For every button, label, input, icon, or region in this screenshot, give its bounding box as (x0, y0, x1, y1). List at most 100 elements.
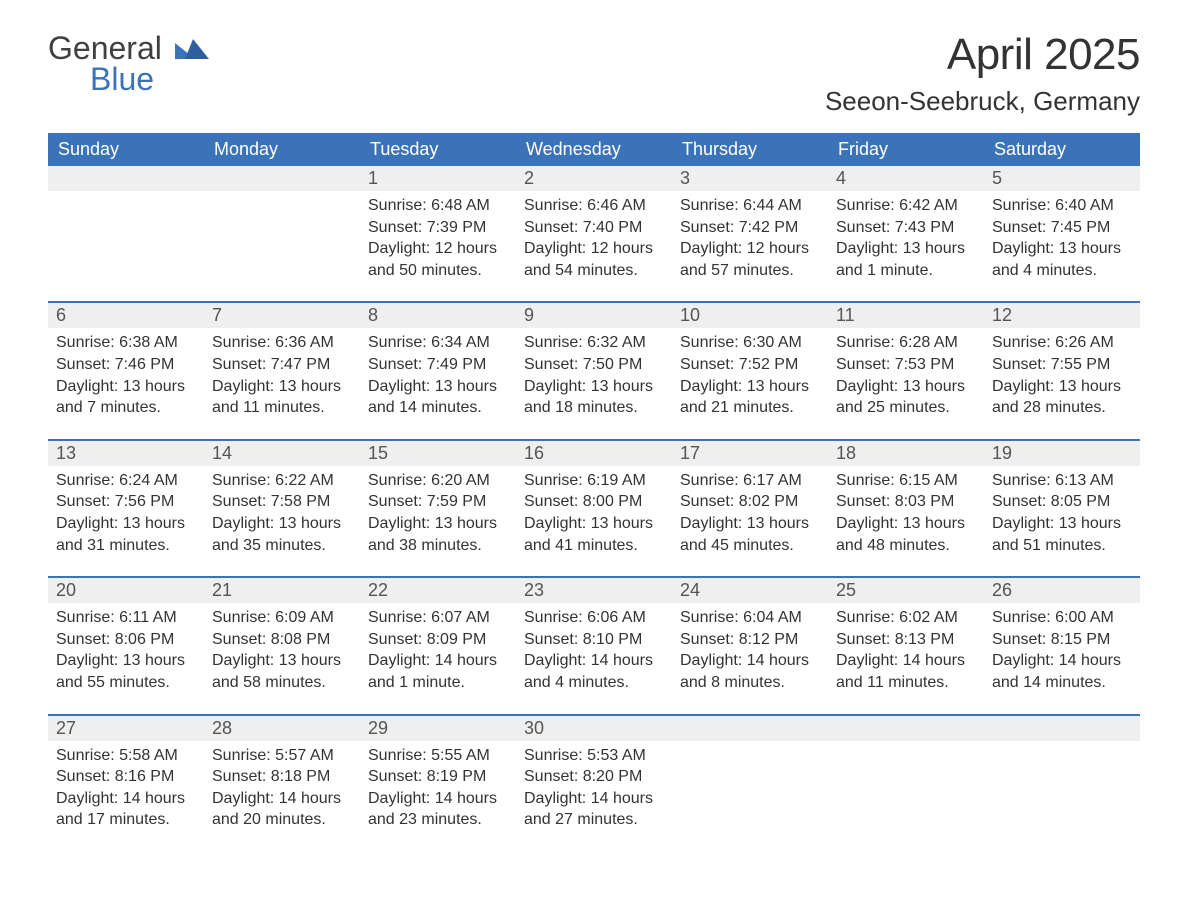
day-sun-info: Sunrise: 6:22 AMSunset: 7:58 PMDaylight:… (204, 466, 360, 562)
daylight-text: Daylight: 14 hours and 17 minutes. (56, 788, 196, 831)
sunset-text: Sunset: 8:02 PM (680, 491, 820, 513)
sunrise-text: Sunrise: 6:22 AM (212, 470, 352, 492)
daylight-text: Daylight: 14 hours and 8 minutes. (680, 650, 820, 693)
calendar-cell: 7Sunrise: 6:36 AMSunset: 7:47 PMDaylight… (204, 303, 360, 424)
day-sun-info: Sunrise: 6:48 AMSunset: 7:39 PMDaylight:… (360, 191, 516, 287)
day-sun-info: Sunrise: 6:24 AMSunset: 7:56 PMDaylight:… (48, 466, 204, 562)
daylight-text: Daylight: 12 hours and 54 minutes. (524, 238, 664, 281)
column-header: Sunday (48, 133, 204, 166)
calendar: Sunday Monday Tuesday Wednesday Thursday… (48, 133, 1140, 837)
day-sun-info: Sunrise: 6:07 AMSunset: 8:09 PMDaylight:… (360, 603, 516, 699)
calendar-cell: 24Sunrise: 6:04 AMSunset: 8:12 PMDayligh… (672, 578, 828, 699)
sunrise-text: Sunrise: 5:53 AM (524, 745, 664, 767)
calendar-cell: 20Sunrise: 6:11 AMSunset: 8:06 PMDayligh… (48, 578, 204, 699)
daylight-text: Daylight: 13 hours and 58 minutes. (212, 650, 352, 693)
sunrise-text: Sunrise: 5:58 AM (56, 745, 196, 767)
sunset-text: Sunset: 8:12 PM (680, 629, 820, 651)
sunrise-text: Sunrise: 6:38 AM (56, 332, 196, 354)
daylight-text: Daylight: 13 hours and 18 minutes. (524, 376, 664, 419)
sunset-text: Sunset: 7:45 PM (992, 217, 1132, 239)
daylight-text: Daylight: 13 hours and 38 minutes. (368, 513, 508, 556)
calendar-cell: 5 Sunrise: 6:40 AMSunset: 7:45 PMDaylight… (984, 166, 1140, 287)
sunrise-text: Sunrise: 6:40 AM (992, 195, 1132, 217)
sunrise-text: Sunrise: 6:30 AM (680, 332, 820, 354)
day-number: 2 (516, 166, 672, 191)
day-number: 6 (48, 303, 204, 328)
daylight-text: Daylight: 14 hours and 27 minutes. (524, 788, 664, 831)
sunset-text: Sunset: 8:16 PM (56, 766, 196, 788)
day-number: 5 (984, 166, 1140, 191)
day-number: 23 (516, 578, 672, 603)
calendar-cell: 23Sunrise: 6:06 AMSunset: 8:10 PMDayligh… (516, 578, 672, 699)
sunset-text: Sunset: 8:08 PM (212, 629, 352, 651)
sunset-text: Sunset: 8:00 PM (524, 491, 664, 513)
header: General Blue April 2025 Seeon-Seebruck, … (48, 30, 1140, 117)
sunrise-text: Sunrise: 6:00 AM (992, 607, 1132, 629)
sunset-text: Sunset: 8:18 PM (212, 766, 352, 788)
day-number: 9 (516, 303, 672, 328)
day-sun-info: Sunrise: 6:15 AMSunset: 8:03 PMDaylight:… (828, 466, 984, 562)
sunrise-text: Sunrise: 6:28 AM (836, 332, 976, 354)
daylight-text: Daylight: 14 hours and 1 minute. (368, 650, 508, 693)
day-sun-info: Sunrise: 5:58 AMSunset: 8:16 PMDaylight:… (48, 741, 204, 837)
calendar-week: 6 Sunrise: 6:38 AMSunset: 7:46 PM Daylight… (48, 301, 1140, 424)
sunrise-text: Sunrise: 6:13 AM (992, 470, 1132, 492)
sunset-text: Sunset: 8:09 PM (368, 629, 508, 651)
day-sun-info: Sunrise: 5:57 AMSunset: 8:18 PMDaylight:… (204, 741, 360, 837)
day-number (672, 716, 828, 741)
sunrise-text: Sunrise: 6:20 AM (368, 470, 508, 492)
sunset-text: Sunset: 7:52 PM (680, 354, 820, 376)
calendar-cell: 19Sunrise: 6:13 AMSunset: 8:05 PMDayligh… (984, 441, 1140, 562)
sunset-text: Sunset: 7:50 PM (524, 354, 664, 376)
daylight-text: Daylight: 13 hours and 45 minutes. (680, 513, 820, 556)
daylight-text: Daylight: 13 hours and 1 minute. (836, 238, 976, 281)
sunrise-text: Sunrise: 5:55 AM (368, 745, 508, 767)
day-sun-info: Sunrise: 6:26 AMSunset: 7:55 PMDaylight:… (984, 328, 1140, 424)
calendar-cell: 9Sunrise: 6:32 AMSunset: 7:50 PMDaylight… (516, 303, 672, 424)
sunset-text: Sunset: 7:56 PM (56, 491, 196, 513)
sunrise-text: Sunrise: 6:34 AM (368, 332, 508, 354)
day-number: 29 (360, 716, 516, 741)
day-number: 17 (672, 441, 828, 466)
day-sun-info: Sunrise: 6:30 AMSunset: 7:52 PMDaylight:… (672, 328, 828, 424)
calendar-cell: 18Sunrise: 6:15 AMSunset: 8:03 PMDayligh… (828, 441, 984, 562)
day-number: 3 (672, 166, 828, 191)
day-number: 25 (828, 578, 984, 603)
day-sun-info: Sunrise: 6:00 AMSunset: 8:15 PMDaylight:… (984, 603, 1140, 699)
column-header: Tuesday (360, 133, 516, 166)
calendar-cell: 12Sunrise: 6:26 AMSunset: 7:55 PMDayligh… (984, 303, 1140, 424)
day-number: 4 (828, 166, 984, 191)
sunrise-text: Sunrise: 5:57 AM (212, 745, 352, 767)
page-title: April 2025 (825, 30, 1140, 80)
sunrise-text: Sunrise: 6:48 AM (368, 195, 508, 217)
day-number: 24 (672, 578, 828, 603)
day-sun-info: Sunrise: 5:55 AMSunset: 8:19 PMDaylight:… (360, 741, 516, 837)
sunset-text: Sunset: 8:06 PM (56, 629, 196, 651)
day-sun-info: Sunrise: 6:02 AMSunset: 8:13 PMDaylight:… (828, 603, 984, 699)
sunrise-text: Sunrise: 6:07 AM (368, 607, 508, 629)
calendar-week: 13Sunrise: 6:24 AMSunset: 7:56 PMDayligh… (48, 439, 1140, 562)
day-number (48, 166, 204, 191)
sunrise-text: Sunrise: 6:26 AM (992, 332, 1132, 354)
calendar-cell: 27Sunrise: 5:58 AMSunset: 8:16 PMDayligh… (48, 716, 204, 837)
day-number: 19 (984, 441, 1140, 466)
column-header: Monday (204, 133, 360, 166)
day-number (828, 716, 984, 741)
sunset-text: Sunset: 8:05 PM (992, 491, 1132, 513)
day-sun-info: Sunrise: 6:11 AMSunset: 8:06 PMDaylight:… (48, 603, 204, 699)
calendar-cell: 22Sunrise: 6:07 AMSunset: 8:09 PMDayligh… (360, 578, 516, 699)
calendar-cell: 28Sunrise: 5:57 AMSunset: 8:18 PMDayligh… (204, 716, 360, 837)
sunset-text: Sunset: 7:46 PM (56, 354, 196, 376)
daylight-text: Daylight: 13 hours and 25 minutes. (836, 376, 976, 419)
day-sun-info: Sunrise: 6:36 AMSunset: 7:47 PMDaylight:… (204, 328, 360, 424)
page: General Blue April 2025 Seeon-Seebruck, … (0, 0, 1188, 877)
day-sun-info: Sunrise: 6:17 AMSunset: 8:02 PMDaylight:… (672, 466, 828, 562)
day-sun-info: Sunrise: 6:19 AMSunset: 8:00 PMDaylight:… (516, 466, 672, 562)
sunrise-text: Sunrise: 6:19 AM (524, 470, 664, 492)
daylight-text: Daylight: 13 hours and 4 minutes. (992, 238, 1132, 281)
sunrise-text: Sunrise: 6:15 AM (836, 470, 976, 492)
calendar-cell: 17Sunrise: 6:17 AMSunset: 8:02 PMDayligh… (672, 441, 828, 562)
daylight-text: Daylight: 14 hours and 4 minutes. (524, 650, 664, 693)
day-sun-info: Sunrise: 6:20 AMSunset: 7:59 PMDaylight:… (360, 466, 516, 562)
daylight-text: Daylight: 13 hours and 31 minutes. (56, 513, 196, 556)
